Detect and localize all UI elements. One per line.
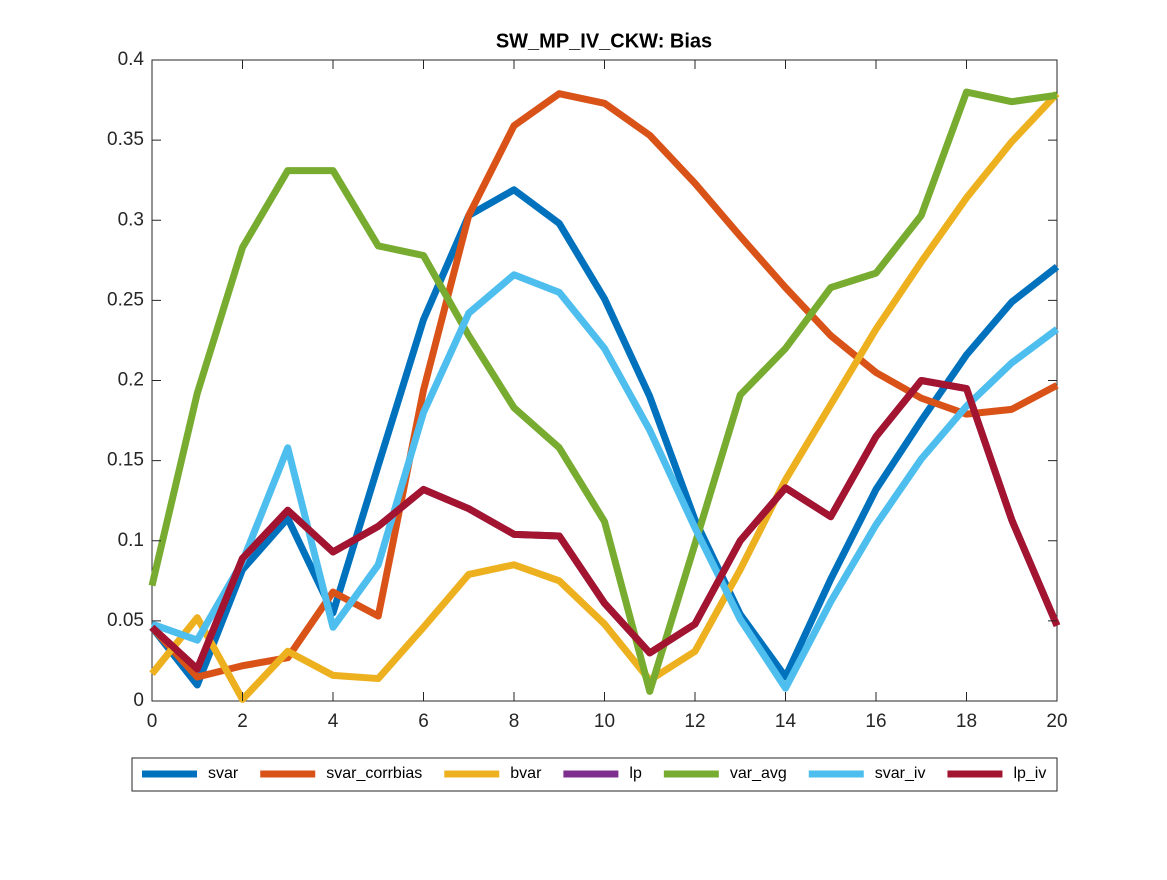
y-tick-label: 0.1	[118, 530, 144, 551]
y-tick-label: 0.15	[107, 450, 144, 471]
x-tick-label: 12	[684, 711, 705, 732]
legend-label: lp_iv	[1013, 765, 1046, 782]
legend-label: bvar	[510, 765, 542, 782]
y-tick-label: 0.3	[118, 209, 144, 230]
legend-label: svar_iv	[875, 765, 926, 782]
x-tick-label: 20	[1046, 711, 1067, 732]
chart-title: SW_MP_IV_CKW: Bias	[496, 30, 712, 52]
x-tick-label: 6	[418, 711, 429, 732]
y-tick-label: 0.2	[118, 370, 144, 391]
legend-label: svar_corrbias	[326, 765, 422, 782]
series-line	[149, 186, 1060, 689]
series-line	[149, 91, 1060, 703]
series-line	[149, 377, 1061, 673]
legend-label: svar	[208, 765, 239, 782]
y-tick-label: 0.25	[107, 289, 144, 310]
y-tick-label: 0.05	[107, 610, 144, 631]
series-line	[150, 271, 1060, 692]
x-tick-label: 16	[865, 711, 886, 732]
x-tick-label: 2	[237, 711, 248, 732]
x-tick-label: 10	[594, 711, 615, 732]
x-tick-label: 4	[328, 711, 339, 732]
x-tick-label: 8	[509, 711, 520, 732]
plot-area	[151, 59, 1058, 702]
x-tick-label: 18	[956, 711, 977, 732]
legend-label: var_avg	[730, 765, 787, 782]
y-tick-label: 0	[133, 690, 144, 711]
y-tick-label: 0.35	[107, 129, 144, 150]
y-tick-label: 0.4	[118, 49, 145, 70]
series-line	[148, 88, 1058, 695]
series-line	[149, 90, 1059, 681]
x-tick-label: 0	[147, 711, 158, 732]
x-tick-label: 14	[775, 711, 797, 732]
legend-label: lp	[629, 765, 642, 782]
